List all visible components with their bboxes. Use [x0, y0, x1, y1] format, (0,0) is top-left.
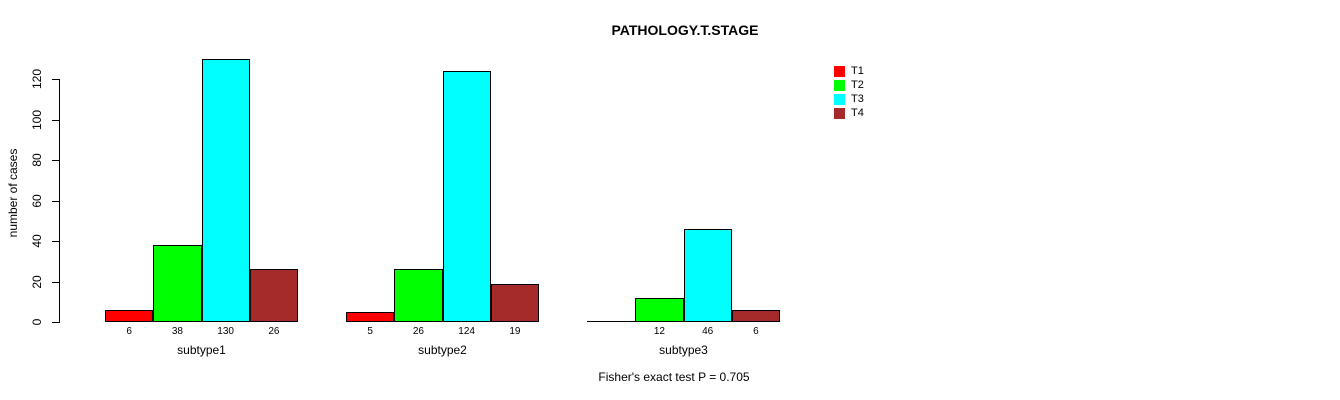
- bar-value-label: 6: [126, 326, 132, 337]
- legend-label-t2: T2: [851, 79, 864, 91]
- bar-value-label: 46: [702, 326, 714, 337]
- bar-t2-subtype3: [635, 297, 684, 322]
- bar-value-label: 26: [412, 326, 424, 337]
- bar-value-label: 26: [268, 326, 280, 337]
- legend-label-t4: T4: [851, 107, 864, 119]
- legend-swatch-t2: [834, 80, 845, 91]
- bar-value-label: 124: [458, 326, 475, 337]
- category-label-subtype1: subtype1: [177, 343, 226, 357]
- bar-value-label: 19: [509, 326, 521, 337]
- y-axis-line: [59, 79, 60, 323]
- zero-bar-line: [587, 321, 636, 322]
- annotation-fisher-test: Fisher's exact test P = 0.705: [598, 370, 750, 384]
- legend-swatch-t1: [834, 66, 845, 77]
- legend-swatch-t4: [834, 108, 845, 119]
- bar-t3-subtype1: [201, 58, 250, 322]
- bar-value-label: 12: [653, 326, 665, 337]
- legend-label-t3: T3: [851, 93, 864, 105]
- legend-swatch-t3: [834, 94, 845, 105]
- bar-t3-subtype3: [683, 228, 732, 322]
- y-tick-mark: [52, 160, 59, 161]
- bar-value-label: 38: [171, 326, 183, 337]
- bar-t3-subtype2: [442, 70, 491, 322]
- y-tick-mark: [52, 281, 59, 283]
- bar-t4-subtype3: [731, 309, 780, 322]
- chart-title: PATHOLOGY.T.STAGE: [611, 22, 759, 38]
- category-label-subtype3: subtype3: [659, 343, 708, 357]
- bar-value-label: 5: [367, 326, 373, 337]
- bar-t2-subtype2: [394, 269, 443, 322]
- bar-t4-subtype2: [490, 283, 539, 322]
- y-tick-mark: [52, 200, 59, 202]
- bar-t4-subtype1: [249, 269, 298, 322]
- y-tick-mark: [52, 119, 59, 121]
- bar-value-label: 130: [217, 326, 234, 337]
- legend-label-t1: T1: [851, 65, 864, 77]
- bar-t1-subtype1: [105, 309, 154, 322]
- y-tick-mark: [52, 79, 59, 80]
- bar-t2-subtype1: [153, 245, 202, 322]
- y-tick-mark: [52, 322, 59, 323]
- y-tick-mark: [52, 241, 59, 242]
- category-label-subtype2: subtype2: [418, 343, 467, 357]
- bar-value-label: 6: [753, 326, 759, 337]
- bar-t1-subtype2: [346, 311, 395, 322]
